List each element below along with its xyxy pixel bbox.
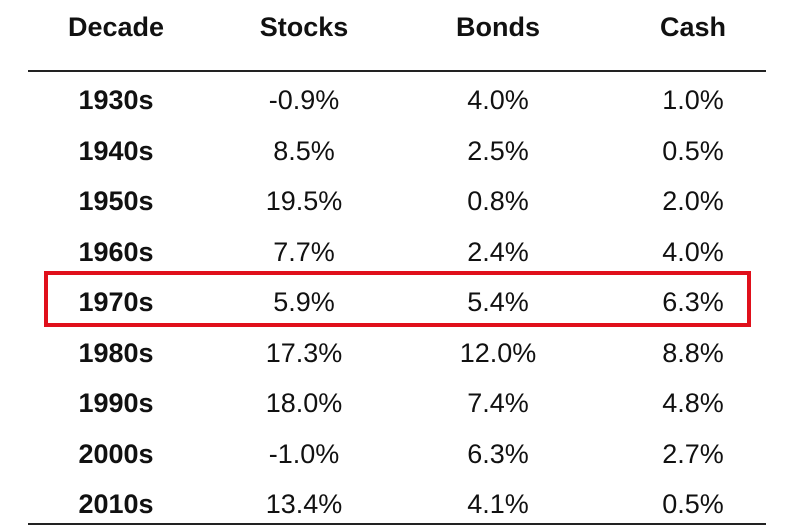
table-row-1950s: 1950s 19.5% 0.8% 2.0% [10, 176, 792, 226]
cell-stocks: 17.3% [265, 337, 343, 368]
table-row-2000s: 2000s -1.0% 6.3% 2.7% [10, 429, 792, 479]
cell-decade: 1960s [78, 236, 154, 267]
cell-bonds: 2.5% [467, 135, 529, 166]
table-row-1960s: 1960s 7.7% 2.4% 4.0% [10, 227, 792, 277]
cell-bonds: 5.4% [467, 287, 529, 317]
cell-decade: 1980s [78, 337, 154, 368]
cell-cash: 8.8% [662, 337, 724, 368]
cell-cash: 1.0% [662, 85, 724, 115]
table-row-1990s: 1990s 18.0% 7.4% 4.8% [10, 378, 792, 428]
cell-cash: 2.7% [662, 438, 724, 469]
table-row-1930s: 1930s -0.9% 4.0% 1.0% [10, 75, 792, 125]
cell-decade: 2010s [78, 489, 154, 519]
highlight-box-1970s [44, 271, 751, 327]
cell-stocks: 8.5% [273, 135, 335, 166]
table-header-row: Decade Stocks Bonds Cash [10, 0, 792, 56]
cell-cash: 0.5% [662, 135, 724, 166]
cell-stocks: 5.9% [273, 287, 335, 317]
cell-cash: 4.0% [662, 236, 724, 267]
cell-cash: 4.8% [662, 388, 724, 418]
cell-cash: 6.3% [662, 287, 724, 317]
cell-bonds: 0.8% [467, 186, 529, 216]
table-row-1980s: 1980s 17.3% 12.0% 8.8% [10, 328, 792, 378]
cell-bonds: 4.1% [467, 489, 529, 519]
cell-cash: 0.5% [662, 489, 724, 519]
table-row-1940s: 1940s 8.5% 2.5% 0.5% [10, 126, 792, 176]
cell-decade: 1950s [78, 186, 154, 216]
cell-bonds: 12.0% [459, 337, 537, 368]
cell-stocks: 19.5% [265, 186, 343, 216]
cell-decade: 1940s [78, 135, 154, 166]
cell-decade: 1930s [78, 85, 154, 115]
cell-bonds: 2.4% [467, 236, 529, 267]
footer-divider [28, 523, 766, 525]
cell-stocks: 18.0% [265, 388, 343, 418]
header-cash: Cash [659, 12, 727, 42]
header-bonds: Bonds [456, 12, 540, 42]
cell-bonds: 4.0% [467, 85, 529, 115]
header-decade: Decade [67, 12, 165, 42]
cell-decade: 2000s [78, 438, 154, 469]
cell-decade: 1990s [78, 388, 154, 418]
cell-stocks: -0.9% [268, 85, 340, 115]
table-row-2010s: 2010s 13.4% 4.1% 0.5% [10, 479, 792, 529]
cell-decade: 1970s [78, 287, 154, 317]
header-divider [28, 70, 766, 72]
cell-bonds: 6.3% [467, 438, 529, 469]
cell-stocks: 7.7% [273, 236, 335, 267]
cell-cash: 2.0% [662, 186, 724, 216]
cell-bonds: 7.4% [467, 388, 529, 418]
header-stocks: Stocks [259, 12, 349, 42]
table-row-1970s: 1970s 5.9% 5.4% 6.3% [10, 277, 792, 327]
cell-stocks: 13.4% [265, 489, 343, 519]
cell-stocks: -1.0% [268, 438, 340, 469]
